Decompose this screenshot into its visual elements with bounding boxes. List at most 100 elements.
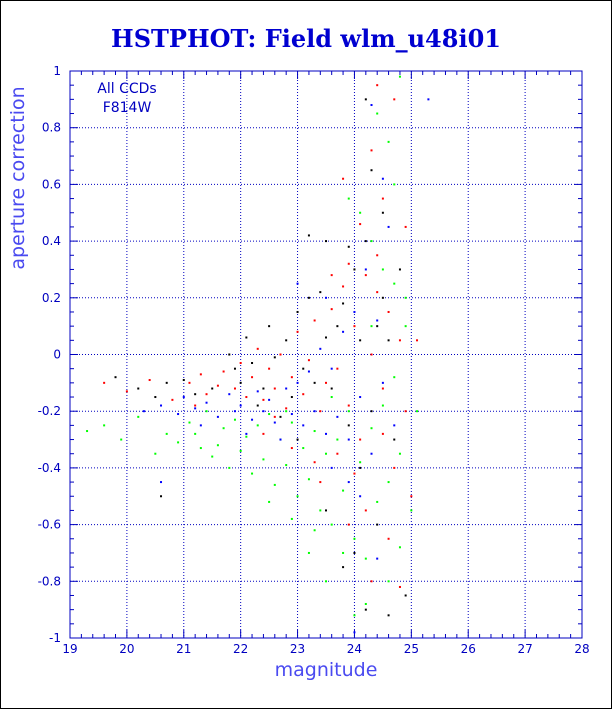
data-point — [114, 376, 117, 379]
data-point — [268, 413, 271, 416]
data-point — [222, 427, 225, 430]
data-point — [347, 404, 350, 407]
data-point — [359, 223, 362, 226]
data-point — [353, 551, 356, 554]
data-point — [342, 177, 345, 180]
data-point — [160, 481, 163, 484]
data-point — [336, 415, 339, 418]
data-point — [387, 140, 390, 143]
data-point — [370, 410, 373, 413]
data-point — [342, 330, 345, 333]
data-point — [376, 112, 379, 115]
data-point — [336, 438, 339, 441]
data-point — [290, 396, 293, 399]
data-point — [279, 415, 282, 418]
data-point — [364, 509, 367, 512]
data-point — [211, 387, 214, 390]
x-tick-label: 19 — [62, 642, 77, 656]
data-point — [120, 438, 123, 441]
data-point — [347, 424, 350, 427]
data-point — [165, 432, 168, 435]
data-point — [387, 614, 390, 617]
data-point — [387, 310, 390, 313]
data-point — [387, 339, 390, 342]
data-point — [313, 461, 316, 464]
data-point — [325, 580, 327, 583]
data-point — [313, 529, 316, 532]
data-point — [290, 517, 293, 520]
data-point — [182, 379, 185, 382]
data-point — [296, 495, 299, 498]
data-point — [404, 225, 407, 228]
data-point — [188, 381, 191, 384]
data-point — [381, 432, 384, 435]
annotation-ccds: All CCDs — [97, 81, 156, 97]
data-point — [359, 466, 362, 469]
data-point — [86, 430, 89, 433]
data-point — [216, 444, 219, 447]
data-point — [194, 404, 197, 407]
data-point — [330, 466, 333, 469]
y-tick-label: 0.6 — [42, 177, 61, 191]
data-point — [398, 452, 401, 455]
x-tick-label: 21 — [176, 642, 191, 656]
data-points — [86, 75, 430, 634]
data-point — [262, 387, 265, 390]
data-point — [342, 489, 345, 492]
data-point — [307, 359, 310, 362]
data-point — [103, 381, 106, 384]
data-point — [342, 551, 345, 554]
data-point — [160, 495, 163, 498]
data-point — [376, 254, 379, 257]
data-point — [239, 449, 242, 452]
data-point — [359, 495, 362, 498]
data-point — [325, 381, 327, 384]
data-point — [233, 418, 236, 421]
data-point — [319, 481, 322, 484]
data-point — [154, 452, 157, 455]
data-point — [330, 523, 333, 526]
data-point — [302, 447, 305, 450]
data-point — [285, 339, 288, 342]
data-point — [137, 387, 140, 390]
data-point — [239, 362, 242, 365]
data-point — [376, 84, 379, 87]
data-point — [251, 376, 254, 379]
data-point — [296, 330, 299, 333]
data-point — [188, 421, 191, 424]
y-tick-label: 0 — [53, 348, 61, 362]
data-point — [353, 614, 356, 617]
data-point — [347, 410, 350, 413]
data-point — [194, 393, 197, 396]
data-point — [307, 296, 310, 299]
data-point — [404, 594, 407, 597]
data-point — [313, 381, 316, 384]
chart-title: HSTPHOT: Field wlm_u48i01 — [111, 24, 501, 53]
data-point — [285, 464, 288, 467]
data-point — [296, 310, 299, 313]
data-point — [376, 523, 379, 526]
data-point — [381, 296, 384, 299]
data-point — [410, 509, 413, 512]
data-point — [216, 415, 219, 418]
y-tick-label: -0.8 — [38, 574, 61, 588]
data-point — [233, 387, 236, 390]
annotation-filter: F814W — [103, 100, 152, 116]
data-point — [233, 367, 236, 370]
data-point — [398, 339, 401, 342]
data-point — [398, 268, 401, 271]
data-point — [245, 336, 248, 339]
data-point — [177, 413, 180, 416]
data-point — [194, 407, 197, 410]
data-point — [171, 398, 174, 401]
data-point — [370, 353, 373, 356]
data-point — [364, 98, 367, 101]
data-point — [359, 396, 362, 399]
data-point — [336, 367, 339, 370]
data-point — [393, 424, 396, 427]
data-point — [347, 262, 350, 265]
data-point — [404, 325, 407, 328]
data-point — [137, 415, 140, 418]
data-point — [290, 447, 293, 450]
data-point — [262, 410, 265, 413]
